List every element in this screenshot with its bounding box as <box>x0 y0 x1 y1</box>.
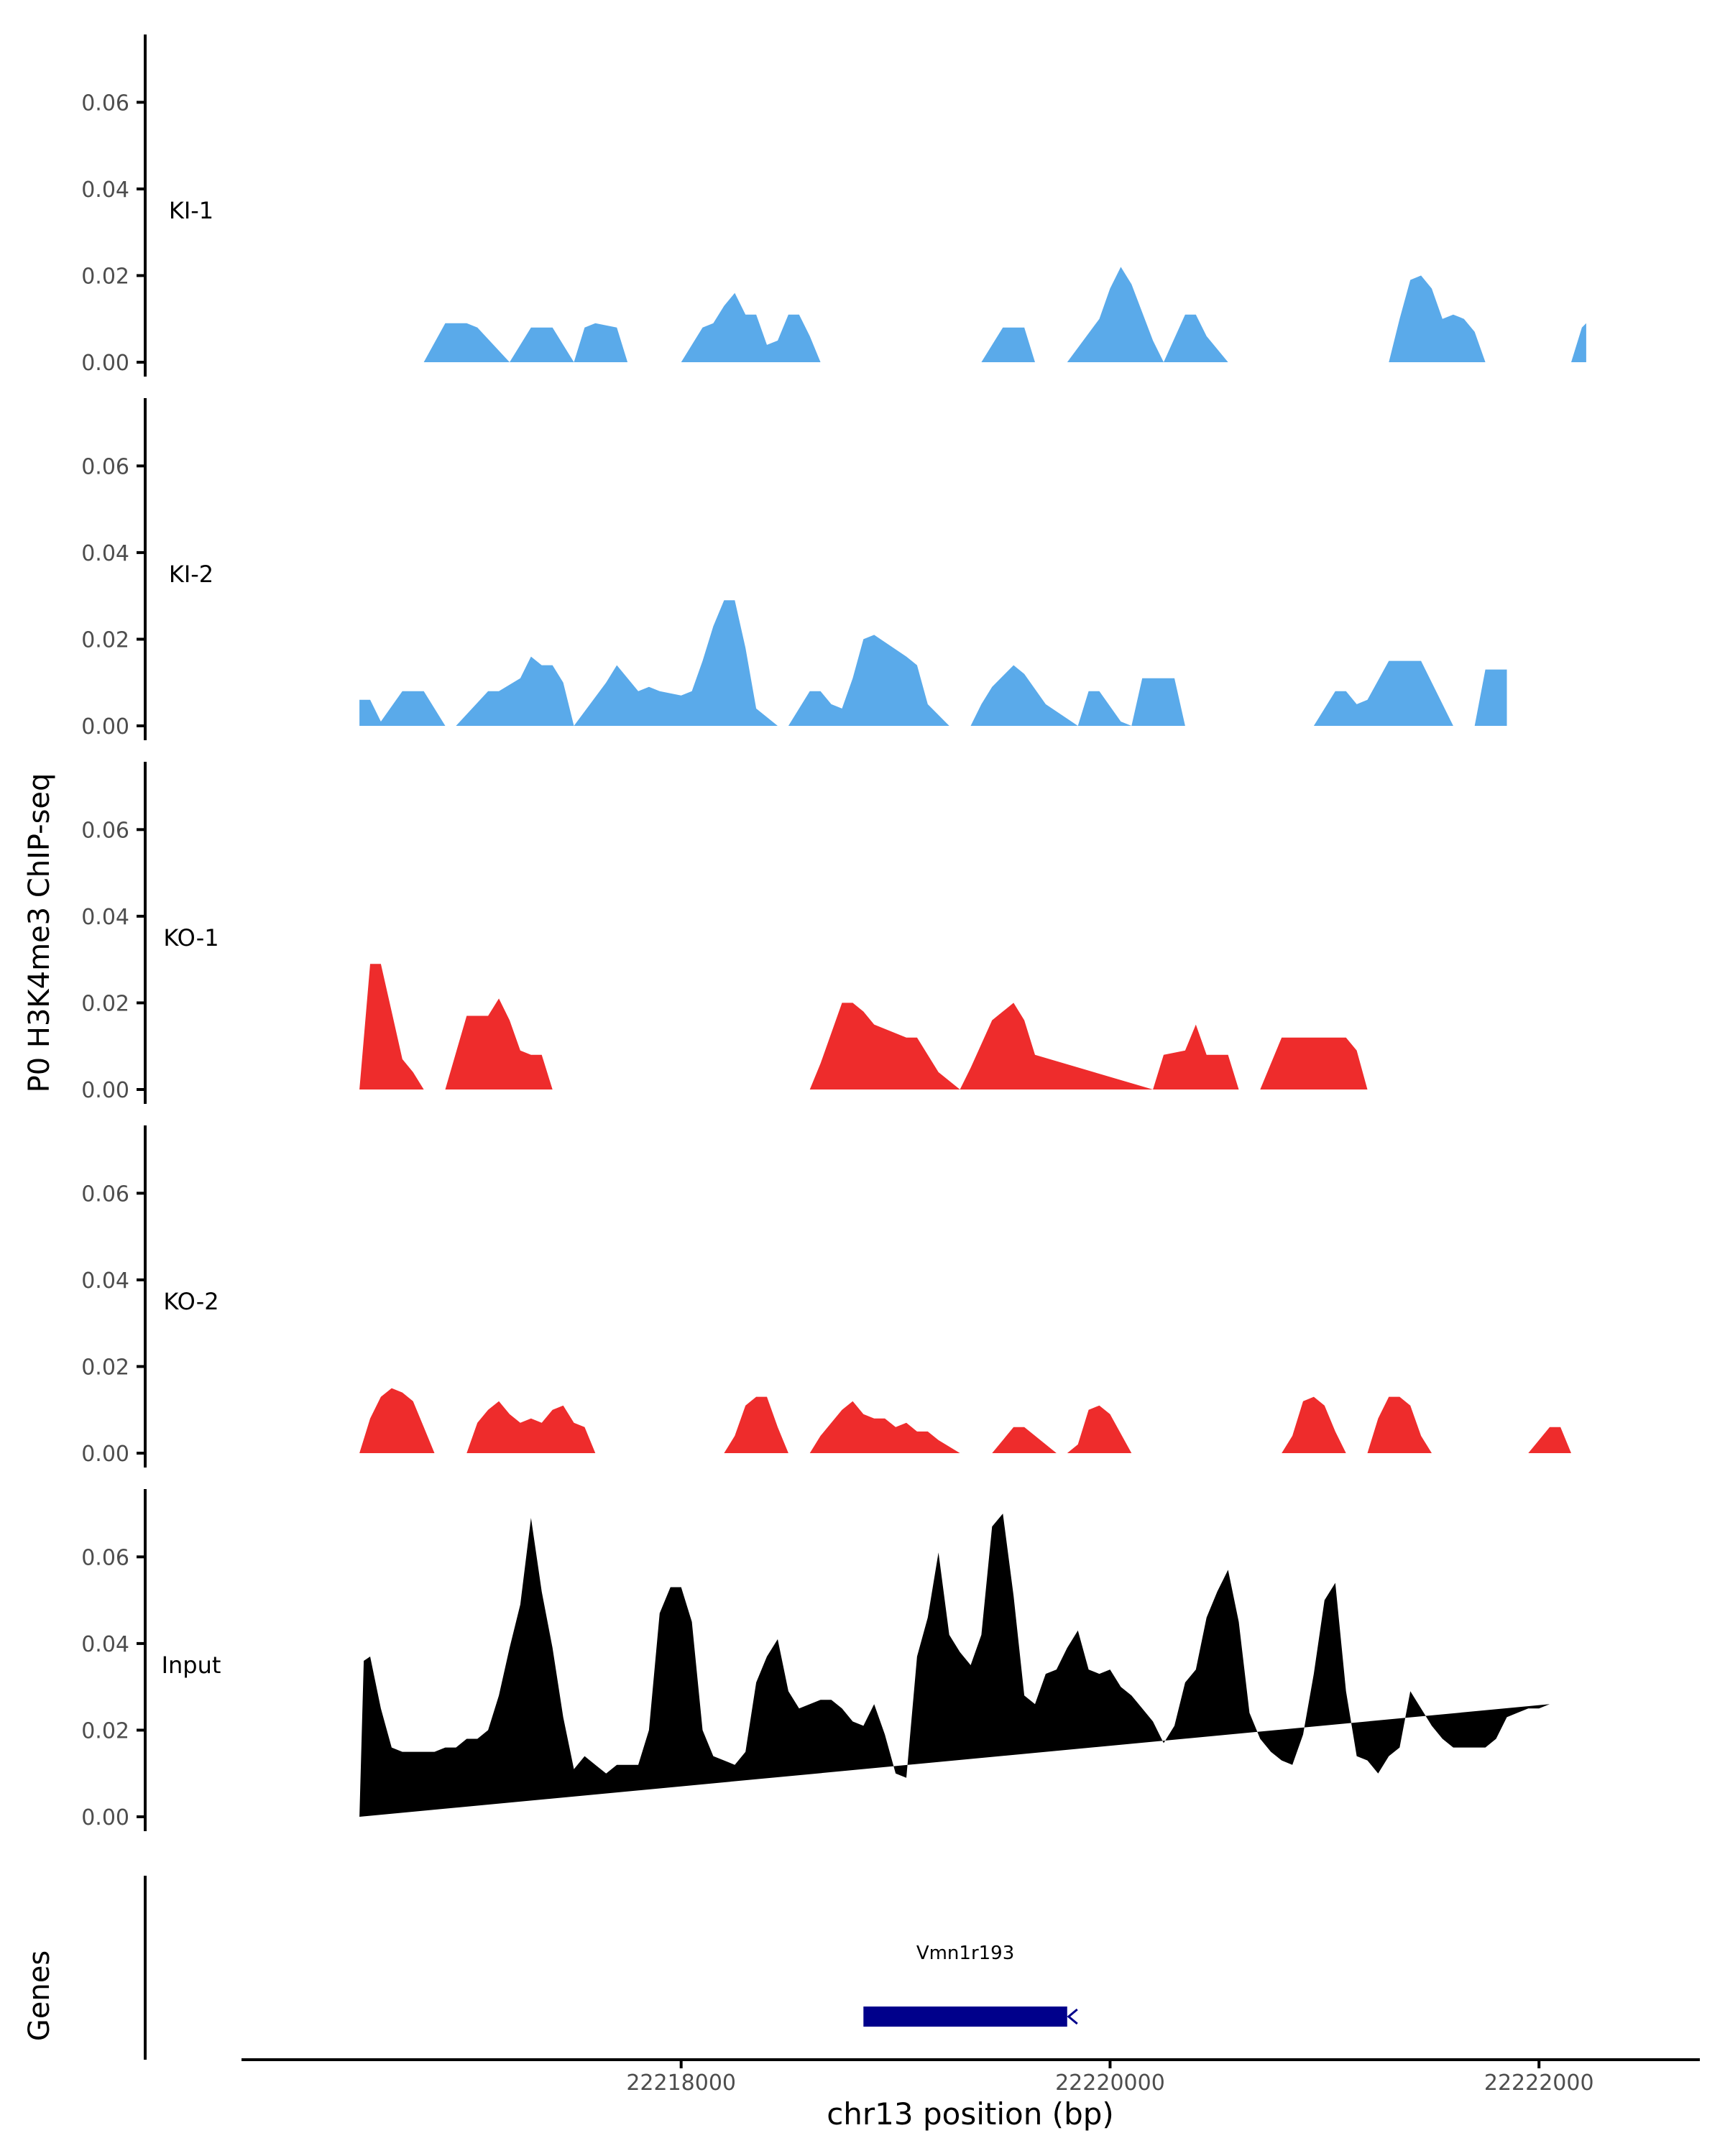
y-tick-label: 0.06 <box>81 91 129 116</box>
x-axis: 22218000 22220000 22222000 <box>242 2058 1700 2096</box>
y-tick-label: 0.04 <box>81 1268 129 1294</box>
gene-track-title: Genes <box>23 1950 56 2041</box>
y-tick-label: 0.04 <box>81 905 129 930</box>
y-tick-label: 0.00 <box>81 714 129 740</box>
y-tick-label: 0.00 <box>81 1805 129 1830</box>
y-tick-label: 0.06 <box>81 818 129 843</box>
track-label: KI-1 <box>169 197 213 224</box>
track-ki-2: 0.00 0.02 0.04 0.06 KI-2 <box>81 398 1507 740</box>
signal-area-ki-1 <box>359 267 1586 362</box>
y-axis-title: P0 H3K4me3 ChIP-seq <box>23 773 56 1093</box>
track-label: KO-1 <box>163 924 218 952</box>
track-ki-1: 0.00 0.02 0.04 0.06 KI-1 <box>81 34 1586 377</box>
track-ko-2: 0.00 0.02 0.04 0.06 KO-2 <box>81 1125 1582 1468</box>
gene-vmn1r193: Vmn1r193 <box>863 1943 1078 2027</box>
y-tick-label: 0.04 <box>81 541 129 566</box>
y-tick-label: 0.02 <box>81 627 129 653</box>
y-tick-label: 0.00 <box>81 1442 129 1467</box>
track-label: KO-2 <box>163 1288 218 1315</box>
signal-area-ki-2 <box>359 600 1507 726</box>
y-tick-label: 0.00 <box>81 1078 129 1103</box>
y-tick-label: 0.02 <box>81 1355 129 1380</box>
track-input: 0.00 0.02 0.04 0.06 Input <box>81 1489 1550 1831</box>
y-tick-label: 0.02 <box>81 991 129 1016</box>
y-tick-label: 0.02 <box>81 264 129 289</box>
signal-area-input <box>359 1514 1550 1817</box>
tracks-layer: 0.00 0.02 0.04 0.06 KI-1 0.00 0.02 0.04 0.06 KI-2… <box>81 34 1586 1831</box>
y-tick-label: 0.04 <box>81 1632 129 1657</box>
track-label: Input <box>162 1651 221 1679</box>
y-tick-label: 0.04 <box>81 178 129 203</box>
track-ko-1: 0.00 0.02 0.04 0.06 KO-1 <box>81 762 1368 1104</box>
gene-track: Vmn1r193 <box>144 1876 1078 2060</box>
gene-label: Vmn1r193 <box>916 1943 1014 1964</box>
y-tick-label: 0.06 <box>81 1181 129 1207</box>
gene-body <box>863 2007 1067 2027</box>
track-label: KI-2 <box>169 561 213 588</box>
y-tick-label: 0.02 <box>81 1718 129 1743</box>
y-tick-label: 0.00 <box>81 351 129 376</box>
y-tick-label: 0.06 <box>81 1545 129 1570</box>
x-tick-label: 22222000 <box>1484 2070 1594 2096</box>
y-tick-label: 0.06 <box>81 454 129 479</box>
signal-area-ko-1 <box>359 964 1368 1089</box>
signal-area-ko-2 <box>359 1388 1582 1453</box>
x-tick-label: 22220000 <box>1055 2070 1165 2096</box>
strand-arrow-icon <box>1067 2008 1078 2025</box>
x-axis-title: chr13 position (bp) <box>827 2096 1114 2132</box>
x-tick-label: 22218000 <box>626 2070 736 2096</box>
